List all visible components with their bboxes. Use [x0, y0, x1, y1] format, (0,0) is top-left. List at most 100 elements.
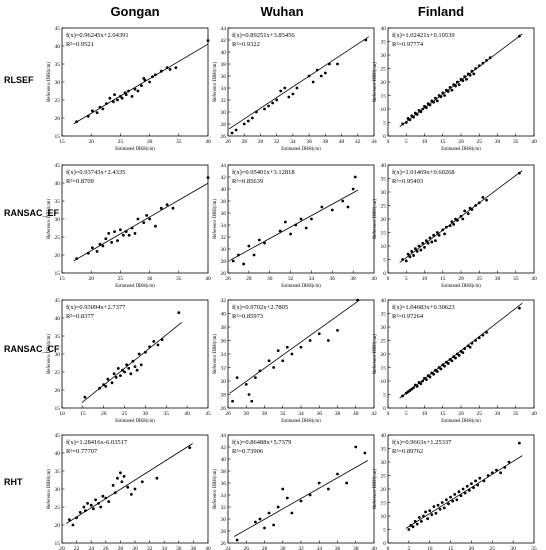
y-tick-label: 5 [383, 393, 386, 399]
data-point [291, 92, 295, 96]
x-tick-label: 5 [407, 546, 410, 550]
x-tick-label: 32 [288, 276, 294, 282]
data-point [426, 241, 430, 245]
regression-line [228, 36, 370, 130]
data-point [446, 362, 450, 365]
data-point [133, 87, 137, 91]
r-squared-label: R²=0.8709 [66, 178, 94, 185]
data-point [230, 131, 234, 135]
y-tick-label: 10 [381, 379, 387, 385]
scatter-panel: 26 28 30 32 34 36 38 40 42 44 26 28 30 32 34 36 38 40 42 44… [213, 26, 377, 152]
x-tick-label: 38 [335, 411, 341, 417]
y-tick-label: 26 [221, 541, 227, 547]
data-point [244, 382, 248, 386]
y-tick-label: 0 [383, 134, 386, 140]
x-axis-label: Estimated DBH(cm) [281, 419, 321, 424]
data-point [474, 204, 477, 207]
data-point [454, 356, 457, 360]
x-tick-label: 15 [59, 139, 65, 145]
data-point [129, 493, 133, 496]
y-tick-label: 42 [221, 38, 227, 44]
data-point [143, 78, 147, 82]
y-tick-label: 40 [381, 433, 387, 439]
data-point [133, 365, 137, 368]
y-tick-label: 35 [55, 62, 61, 68]
data-point [450, 220, 454, 224]
data-point [323, 71, 327, 75]
data-point [364, 38, 368, 42]
data-point [409, 524, 413, 527]
x-tick-label: 40 [531, 276, 537, 282]
data-point [415, 250, 419, 253]
x-axis-label: Estimated DBH(cm) [281, 147, 321, 152]
x-tick-label: 28 [118, 546, 124, 550]
data-point [242, 122, 246, 126]
data-point [307, 74, 311, 78]
y-tick-label: 5 [383, 121, 386, 127]
x-tick-label: 26 [244, 546, 250, 550]
data-point [440, 501, 444, 504]
y-tick-label: 40 [55, 181, 61, 187]
y-tick-label: 38 [221, 62, 227, 68]
data-point [101, 244, 105, 248]
data-point [160, 338, 164, 341]
regression-line [234, 460, 368, 537]
data-point [436, 503, 440, 507]
data-point [419, 110, 423, 114]
data-point [136, 89, 140, 93]
data-point [421, 379, 425, 383]
data-point [294, 223, 298, 227]
data-point [165, 66, 169, 69]
data-point [98, 386, 101, 390]
x-tick-label: 15 [448, 546, 454, 550]
data-point [424, 510, 427, 514]
y-tick-label: 30 [381, 325, 387, 331]
data-point [106, 377, 110, 381]
data-point [448, 224, 452, 228]
data-point [412, 386, 415, 390]
data-point [477, 336, 481, 340]
x-tick-label: 42 [355, 139, 361, 145]
data-point [461, 351, 465, 355]
y-axis-label: Reference DBH(cm) [47, 62, 52, 102]
data-point [148, 345, 151, 349]
data-point [481, 61, 485, 65]
data-point [341, 199, 345, 203]
row-label-ransac-cf: RANSAC_CF [4, 344, 60, 354]
y-tick-label: 38 [221, 469, 227, 475]
y-tick-label: 30 [221, 379, 227, 385]
y-tick-label: 35 [381, 177, 387, 183]
y-tick-label: 20 [381, 80, 387, 86]
y-axis-label: Reference DBH(cm) [213, 62, 218, 102]
regression-line [73, 43, 208, 125]
data-point [281, 359, 285, 363]
y-tick-label: 36 [221, 211, 227, 217]
x-tick-label: 15 [440, 411, 446, 417]
x-tick-label: 45 [205, 411, 211, 417]
data-point [317, 481, 321, 485]
y-tick-label: 25 [381, 204, 387, 210]
x-tick-label: 32 [298, 546, 304, 550]
x-tick-label: 26 [225, 411, 231, 417]
data-point [470, 69, 474, 73]
y-tick-label: 30 [55, 352, 61, 358]
data-point [495, 468, 498, 472]
data-point [124, 93, 128, 96]
data-point [423, 245, 426, 249]
x-tick-label: 42 [371, 411, 377, 417]
x-axis-label: Estimated DBH(cm) [441, 284, 481, 289]
scatter-panel: 15 20 25 30 35 40 15 20 25 30 35 40 45 Estimated DBH(… [47, 163, 211, 289]
scatter-panel: 0 5 10 15 20 25 30 35 40 0 5 10 15 20 25 30 35 40 Estimate… [373, 163, 537, 289]
y-tick-label: 36 [221, 339, 227, 345]
data-point [311, 80, 315, 84]
r-squared-label: R²=0.9322 [232, 41, 260, 48]
data-point [430, 513, 434, 517]
data-point [411, 525, 415, 529]
data-point [503, 466, 507, 469]
y-axis-label: Reference DBH(cm) [373, 334, 378, 374]
data-point [101, 107, 105, 111]
data-point [110, 241, 114, 244]
data-point [428, 103, 432, 107]
y-tick-label: 42 [221, 298, 227, 304]
data-point [75, 257, 78, 260]
